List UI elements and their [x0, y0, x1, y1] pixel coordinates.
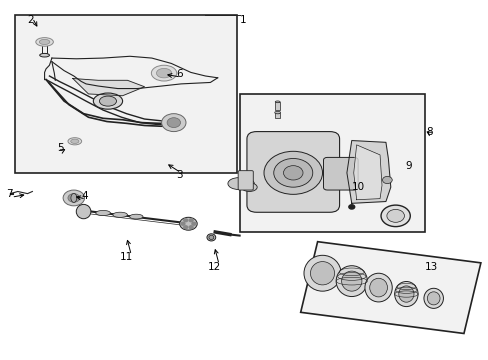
Bar — [239, 94, 424, 232]
Bar — [275, 113, 280, 118]
Ellipse shape — [394, 282, 417, 307]
Ellipse shape — [99, 96, 116, 106]
FancyBboxPatch shape — [246, 132, 339, 212]
Ellipse shape — [341, 271, 361, 291]
Text: 1: 1 — [239, 15, 246, 25]
Ellipse shape — [310, 262, 334, 285]
Ellipse shape — [427, 292, 439, 305]
Bar — [15, 15, 237, 173]
Text: 2: 2 — [27, 15, 34, 25]
Ellipse shape — [364, 273, 391, 302]
Circle shape — [382, 176, 391, 184]
Ellipse shape — [129, 214, 142, 219]
Text: 11: 11 — [120, 252, 133, 262]
FancyBboxPatch shape — [238, 171, 253, 190]
Polygon shape — [353, 145, 381, 200]
Circle shape — [192, 222, 195, 225]
Ellipse shape — [68, 138, 81, 145]
Polygon shape — [300, 242, 480, 333]
Ellipse shape — [71, 139, 79, 143]
Ellipse shape — [398, 286, 413, 302]
Ellipse shape — [156, 68, 171, 78]
FancyBboxPatch shape — [323, 157, 357, 190]
Circle shape — [183, 226, 187, 229]
Circle shape — [161, 114, 185, 132]
Circle shape — [273, 158, 312, 187]
Circle shape — [380, 205, 409, 226]
Ellipse shape — [40, 53, 49, 57]
Text: 3: 3 — [176, 170, 183, 180]
Ellipse shape — [39, 39, 50, 45]
Circle shape — [181, 222, 184, 225]
Text: 10: 10 — [351, 182, 364, 192]
Ellipse shape — [93, 93, 122, 109]
Circle shape — [63, 190, 84, 206]
Circle shape — [179, 217, 197, 230]
Ellipse shape — [71, 193, 77, 202]
Text: 9: 9 — [405, 161, 411, 171]
Text: 7: 7 — [6, 189, 13, 199]
Ellipse shape — [275, 101, 280, 103]
Ellipse shape — [423, 288, 443, 309]
Text: 6: 6 — [176, 69, 183, 79]
Text: 13: 13 — [424, 262, 437, 272]
Circle shape — [189, 219, 193, 222]
Text: 4: 4 — [81, 191, 87, 201]
Ellipse shape — [76, 204, 91, 219]
Circle shape — [386, 210, 404, 222]
Polygon shape — [346, 140, 390, 203]
Circle shape — [264, 151, 322, 194]
Bar — [275, 102, 280, 110]
Circle shape — [189, 226, 193, 229]
Ellipse shape — [151, 65, 176, 81]
Ellipse shape — [335, 266, 366, 297]
Circle shape — [348, 205, 354, 209]
Text: 5: 5 — [57, 143, 63, 153]
Ellipse shape — [113, 212, 127, 217]
Ellipse shape — [36, 38, 53, 46]
Ellipse shape — [369, 278, 386, 297]
Ellipse shape — [234, 178, 254, 189]
Text: 8: 8 — [426, 127, 432, 136]
Text: 12: 12 — [207, 262, 221, 272]
Ellipse shape — [96, 210, 110, 216]
Ellipse shape — [241, 183, 257, 192]
Ellipse shape — [304, 255, 340, 291]
Circle shape — [68, 194, 80, 202]
Circle shape — [183, 219, 187, 222]
Ellipse shape — [274, 111, 280, 114]
Ellipse shape — [208, 235, 213, 239]
Circle shape — [167, 118, 180, 127]
Ellipse shape — [227, 178, 249, 189]
Polygon shape — [73, 78, 144, 96]
Ellipse shape — [206, 234, 215, 241]
Circle shape — [283, 166, 303, 180]
